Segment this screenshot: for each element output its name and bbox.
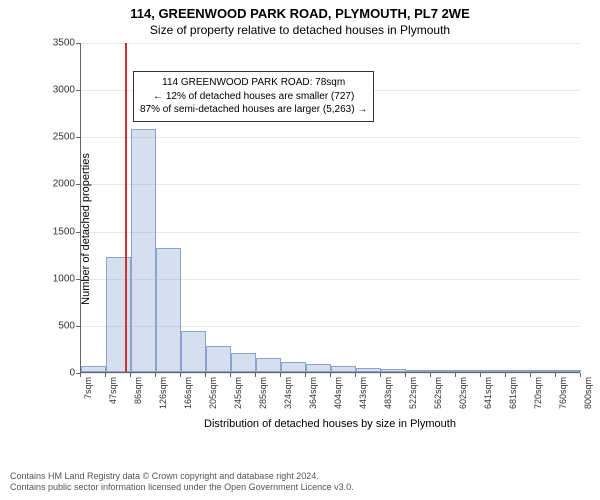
- ytick-label: 3500: [45, 38, 75, 49]
- xtick-mark: [330, 373, 331, 377]
- histogram-bar: [306, 364, 331, 372]
- xtick-label: 483sqm: [383, 377, 393, 409]
- histogram-bar: [356, 368, 381, 372]
- chart-titles: 114, GREENWOOD PARK ROAD, PLYMOUTH, PL7 …: [0, 0, 600, 37]
- histogram-bar: [506, 370, 531, 372]
- ytick-label: 500: [45, 320, 75, 331]
- ytick-label: 3000: [45, 85, 75, 96]
- histogram-bar: [456, 370, 481, 372]
- xtick-label: 404sqm: [333, 377, 343, 409]
- xtick-mark: [405, 373, 406, 377]
- ytick-mark: [76, 232, 80, 233]
- xtick-label: 126sqm: [158, 377, 168, 409]
- xtick-label: 760sqm: [558, 377, 568, 409]
- xtick-mark: [430, 373, 431, 377]
- ytick-label: 2500: [45, 132, 75, 143]
- histogram-bar: [331, 366, 356, 372]
- xtick-label: 245sqm: [233, 377, 243, 409]
- xtick-mark: [355, 373, 356, 377]
- histogram-bar: [556, 370, 581, 372]
- ytick-mark: [76, 137, 80, 138]
- histogram-bar: [381, 369, 406, 372]
- xtick-mark: [155, 373, 156, 377]
- histogram-bar: [531, 370, 556, 372]
- annotation-line: 87% of semi-detached houses are larger (…: [140, 103, 367, 117]
- xtick-mark: [105, 373, 106, 377]
- xtick-mark: [205, 373, 206, 377]
- histogram-bar: [156, 248, 181, 372]
- ytick-label: 0: [45, 368, 75, 379]
- ytick-mark: [76, 43, 80, 44]
- xtick-mark: [230, 373, 231, 377]
- histogram-bar: [181, 331, 206, 372]
- xtick-mark: [305, 373, 306, 377]
- xtick-mark: [280, 373, 281, 377]
- ytick-label: 2000: [45, 179, 75, 190]
- histogram-bar: [406, 370, 431, 372]
- xtick-label: 522sqm: [408, 377, 418, 409]
- ytick-mark: [76, 90, 80, 91]
- xtick-mark: [380, 373, 381, 377]
- annotation-line: 114 GREENWOOD PARK ROAD: 78sqm: [140, 76, 367, 90]
- ytick-label: 1000: [45, 273, 75, 284]
- xtick-mark: [130, 373, 131, 377]
- xtick-mark: [530, 373, 531, 377]
- histogram-bar: [281, 362, 306, 372]
- annotation-box: 114 GREENWOOD PARK ROAD: 78sqm← 12% of d…: [133, 71, 374, 122]
- xtick-mark: [80, 373, 81, 377]
- xtick-mark: [455, 373, 456, 377]
- xtick-label: 324sqm: [283, 377, 293, 409]
- gridline: [81, 43, 580, 44]
- ytick-mark: [76, 326, 80, 327]
- histogram-bar: [256, 358, 281, 372]
- xtick-mark: [180, 373, 181, 377]
- xtick-label: 166sqm: [183, 377, 193, 409]
- reference-line: [125, 43, 127, 372]
- xtick-label: 720sqm: [533, 377, 543, 409]
- annotation-line: ← 12% of detached houses are smaller (72…: [140, 90, 367, 104]
- xtick-label: 681sqm: [508, 377, 518, 409]
- xtick-label: 364sqm: [308, 377, 318, 409]
- title-line2: Size of property relative to detached ho…: [0, 23, 600, 37]
- plot-region: 114 GREENWOOD PARK ROAD: 78sqm← 12% of d…: [80, 43, 580, 373]
- xtick-label: 443sqm: [358, 377, 368, 409]
- ytick-mark: [76, 184, 80, 185]
- xtick-label: 47sqm: [108, 377, 118, 404]
- x-axis-label: Distribution of detached houses by size …: [80, 418, 580, 430]
- xtick-mark: [505, 373, 506, 377]
- footer-line2: Contains public sector information licen…: [10, 482, 354, 494]
- xtick-label: 641sqm: [483, 377, 493, 409]
- histogram-bar: [206, 346, 231, 372]
- xtick-label: 205sqm: [208, 377, 218, 409]
- xtick-label: 602sqm: [458, 377, 468, 409]
- footer-credits: Contains HM Land Registry data © Crown c…: [10, 471, 354, 494]
- xtick-mark: [580, 373, 581, 377]
- histogram-bar: [81, 366, 106, 372]
- xtick-label: 86sqm: [133, 377, 143, 404]
- histogram-bar: [481, 370, 506, 372]
- footer-line1: Contains HM Land Registry data © Crown c…: [10, 471, 354, 483]
- xtick-mark: [555, 373, 556, 377]
- xtick-label: 562sqm: [433, 377, 443, 409]
- xtick-mark: [255, 373, 256, 377]
- ytick-mark: [76, 279, 80, 280]
- title-line1: 114, GREENWOOD PARK ROAD, PLYMOUTH, PL7 …: [0, 6, 600, 21]
- histogram-bar: [431, 370, 456, 372]
- xtick-label: 7sqm: [83, 377, 93, 399]
- histogram-bar: [131, 129, 156, 372]
- chart-area: Number of detached properties 114 GREENW…: [50, 43, 580, 403]
- xtick-label: 285sqm: [258, 377, 268, 409]
- xtick-label: 800sqm: [583, 377, 593, 409]
- ytick-label: 1500: [45, 226, 75, 237]
- xtick-mark: [480, 373, 481, 377]
- histogram-bar: [231, 353, 256, 372]
